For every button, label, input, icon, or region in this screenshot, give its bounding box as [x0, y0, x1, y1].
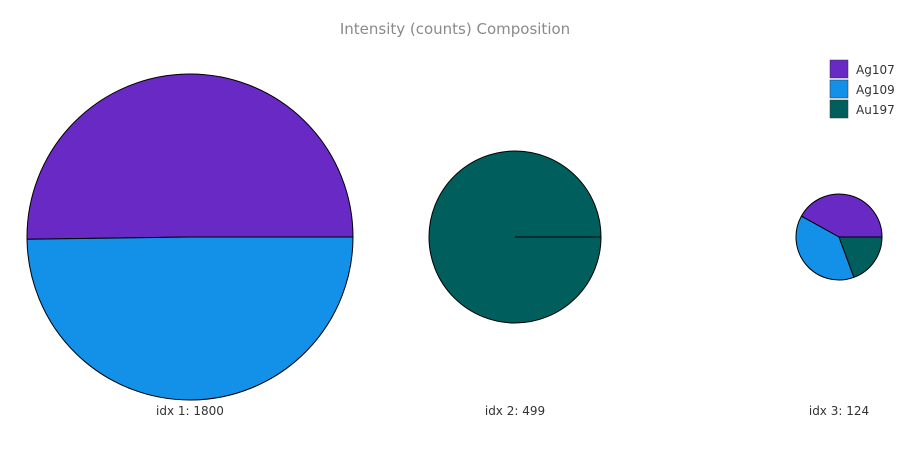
pie-idx-3: idx 3: 124 [795, 193, 883, 418]
legend-label-ag107: Ag107 [856, 63, 895, 77]
legend[interactable]: Ag107 Ag109 Au197 [829, 59, 895, 119]
legend-label-au197: Au197 [856, 103, 895, 117]
legend-item-ag107[interactable]: Ag107 [829, 59, 895, 79]
slice-au197-3[interactable] [838, 236, 883, 278]
legend-swatch-ag109 [829, 79, 849, 99]
pie-label-idx-3: idx 3: 124 [809, 404, 869, 418]
pie-idx-1: idx 1: 1800 [26, 73, 354, 418]
chart-title: Intensity (counts) Composition [340, 20, 570, 38]
legend-swatch-au197 [829, 99, 849, 119]
slice-ag107-1[interactable] [26, 73, 354, 240]
pie-label-idx-1: idx 1: 1800 [156, 404, 224, 418]
legend-label-ag109: Ag109 [856, 83, 895, 97]
slice-ag109-1[interactable] [26, 236, 354, 401]
legend-item-ag109[interactable]: Ag109 [829, 79, 895, 99]
legend-swatch-ag107 [829, 59, 849, 79]
pie-label-idx-2: idx 2: 499 [485, 404, 545, 418]
legend-item-au197[interactable]: Au197 [829, 99, 895, 119]
slice-ag107-3[interactable] [800, 193, 883, 238]
pie-idx-2: idx 2: 499 [428, 150, 602, 418]
slice-ag109-3[interactable] [795, 215, 855, 281]
